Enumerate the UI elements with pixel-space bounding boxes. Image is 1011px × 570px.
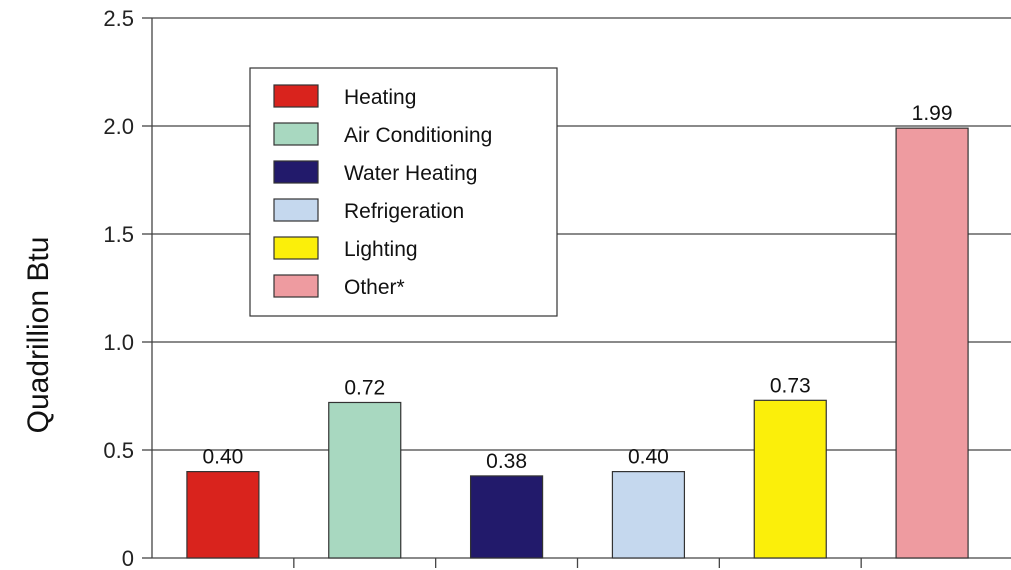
data-label: 0.40	[628, 446, 669, 469]
data-label: 0.72	[344, 376, 385, 399]
y-tick-label: 2.0	[103, 114, 134, 139]
bars	[186, 127, 969, 559]
y-tick-label: 2.5	[103, 6, 134, 31]
axes	[142, 17, 1011, 568]
legend: Heating Air Conditioning Water Heating Refr…	[249, 67, 558, 317]
bar-heating	[186, 471, 260, 559]
legend-entry: Lighting	[344, 238, 418, 261]
data-label: 0.73	[770, 374, 811, 397]
legend-entry: Other*	[344, 276, 405, 299]
bar-water-heating	[469, 475, 544, 559]
bar-air-conditioning	[328, 401, 402, 559]
legend-swatch	[273, 236, 319, 260]
legend-swatch	[273, 198, 319, 222]
legend-swatch	[273, 84, 319, 108]
legend-entry: Refrigeration	[344, 200, 464, 223]
data-label: 1.99	[912, 102, 953, 125]
y-axis-label: Quadrillion Btu	[22, 237, 55, 434]
y-tick-label: 1.5	[103, 222, 134, 247]
legend-entry: Heating	[344, 86, 416, 109]
bar-other	[895, 127, 969, 559]
value-labels: 0.40 0.72 0.38 0.40 0.73 1.99	[202, 102, 952, 473]
legend-entry: Air Conditioning	[344, 124, 492, 147]
y-tick-label: 1.0	[103, 330, 134, 355]
legend-entry: Water Heating	[344, 162, 477, 185]
legend-swatch	[273, 122, 319, 146]
data-label: 0.40	[202, 446, 243, 469]
data-label: 0.38	[486, 450, 527, 473]
y-tick-label: 0	[122, 546, 134, 570]
bar-refrigeration	[611, 471, 686, 559]
bar-lighting	[753, 399, 827, 559]
legend-swatch	[273, 274, 319, 298]
y-tick-label: 0.5	[103, 438, 134, 463]
legend-swatch	[273, 160, 319, 184]
y-tick-labels: 0 0.5 1.0 1.5 2.0 2.5	[103, 6, 134, 570]
